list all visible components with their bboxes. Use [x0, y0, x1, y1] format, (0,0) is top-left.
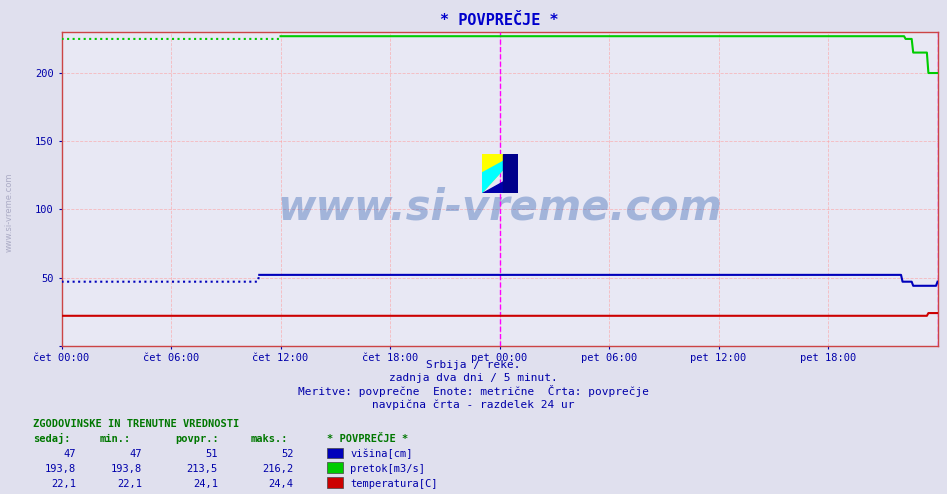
Text: ZGODOVINSKE IN TRENUTNE VREDNOSTI: ZGODOVINSKE IN TRENUTNE VREDNOSTI — [33, 419, 240, 429]
Text: 193,8: 193,8 — [45, 464, 76, 474]
Text: 22,1: 22,1 — [51, 479, 76, 489]
Text: sedaj:: sedaj: — [33, 433, 71, 444]
Text: višina[cm]: višina[cm] — [350, 449, 413, 459]
Polygon shape — [482, 154, 518, 193]
Text: zadnja dva dni / 5 minut.: zadnja dva dni / 5 minut. — [389, 373, 558, 383]
Text: maks.:: maks.: — [251, 434, 289, 444]
Text: 51: 51 — [205, 449, 218, 459]
Text: 213,5: 213,5 — [187, 464, 218, 474]
Text: 193,8: 193,8 — [111, 464, 142, 474]
Text: Srbija / reke.: Srbija / reke. — [426, 360, 521, 370]
Text: www.si-vreme.com: www.si-vreme.com — [277, 187, 722, 229]
Text: 22,1: 22,1 — [117, 479, 142, 489]
Text: 24,4: 24,4 — [269, 479, 294, 489]
Text: 52: 52 — [281, 449, 294, 459]
Text: pretok[m3/s]: pretok[m3/s] — [350, 464, 425, 474]
Title: * POVPREČJE *: * POVPREČJE * — [440, 13, 559, 28]
Polygon shape — [503, 154, 518, 193]
Text: min.:: min.: — [99, 434, 131, 444]
Text: 47: 47 — [130, 449, 142, 459]
Text: 216,2: 216,2 — [262, 464, 294, 474]
Text: * POVPREČJE *: * POVPREČJE * — [327, 434, 408, 444]
Text: temperatura[C]: temperatura[C] — [350, 479, 438, 489]
Polygon shape — [482, 173, 518, 193]
Text: navpična črta - razdelek 24 ur: navpična črta - razdelek 24 ur — [372, 400, 575, 410]
Text: 47: 47 — [63, 449, 76, 459]
Text: Meritve: povprečne  Enote: metrične  Črta: povprečje: Meritve: povprečne Enote: metrične Črta:… — [298, 385, 649, 397]
Polygon shape — [482, 154, 518, 193]
Text: 24,1: 24,1 — [193, 479, 218, 489]
Text: povpr.:: povpr.: — [175, 434, 219, 444]
Text: www.si-vreme.com: www.si-vreme.com — [5, 173, 14, 252]
